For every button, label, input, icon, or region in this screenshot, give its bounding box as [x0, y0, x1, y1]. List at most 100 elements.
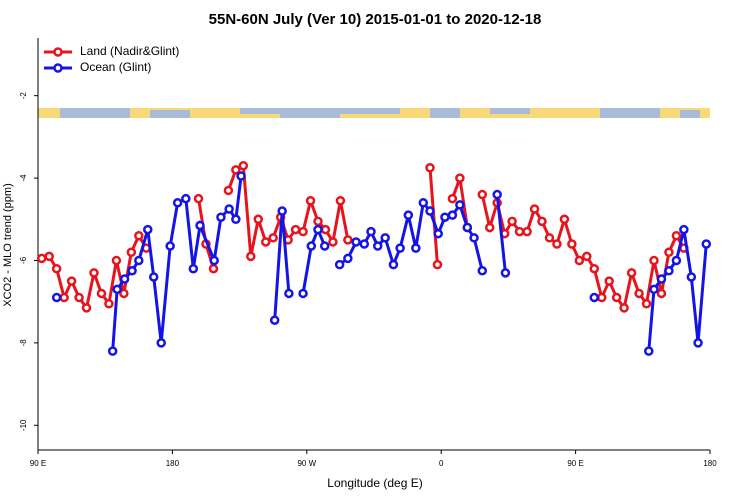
- point: [313, 224, 323, 235]
- point: [134, 231, 144, 241]
- legend-marker: [53, 47, 63, 57]
- point: [567, 239, 577, 249]
- y-tick-label: -2: [19, 92, 28, 100]
- point: [664, 266, 674, 276]
- point: [319, 241, 330, 251]
- point: [634, 288, 644, 299]
- point: [372, 241, 383, 251]
- point: [36, 253, 47, 264]
- point: [246, 251, 256, 262]
- point: [260, 237, 271, 247]
- point: [104, 298, 114, 309]
- point: [514, 226, 525, 237]
- point: [656, 288, 667, 299]
- point: [343, 235, 353, 245]
- point: [589, 292, 600, 303]
- series-line: [301, 225, 327, 294]
- point: [440, 212, 450, 222]
- point: [671, 231, 682, 241]
- point: [223, 185, 234, 196]
- chart-title: 55N-60N July (Ver 10) 2015-01-01 to 2020…: [209, 11, 542, 28]
- y-tick-label: -8: [19, 339, 28, 347]
- point: [447, 210, 458, 220]
- point: [298, 288, 308, 299]
- point: [148, 272, 159, 282]
- point: [380, 233, 390, 243]
- x-tick-label: 180: [703, 459, 717, 468]
- point: [236, 171, 246, 181]
- point: [107, 346, 118, 356]
- point: [596, 292, 607, 303]
- point: [411, 243, 421, 253]
- point: [656, 274, 667, 284]
- point: [328, 237, 338, 247]
- point: [447, 193, 458, 204]
- point: [529, 204, 540, 214]
- point: [188, 263, 199, 274]
- point: [238, 160, 249, 171]
- point: [51, 263, 62, 274]
- point: [626, 268, 637, 278]
- point: [552, 239, 562, 249]
- point: [334, 259, 345, 270]
- point: [537, 216, 547, 227]
- legend-marker: [53, 63, 63, 73]
- x-tick-label: 90 E: [567, 459, 583, 468]
- point: [418, 198, 429, 208]
- point: [477, 266, 488, 276]
- point: [477, 189, 488, 200]
- point: [582, 251, 592, 262]
- point: [641, 298, 652, 309]
- point: [66, 276, 77, 286]
- point: [208, 263, 219, 274]
- point: [81, 303, 92, 313]
- point: [231, 165, 241, 175]
- point: [492, 189, 502, 200]
- point: [51, 292, 62, 303]
- point: [96, 288, 107, 299]
- point: [165, 241, 175, 251]
- point: [604, 276, 614, 286]
- point: [268, 233, 278, 243]
- point: [574, 255, 585, 266]
- x-tick-label: 90 E: [30, 459, 46, 468]
- point: [119, 288, 129, 299]
- point: [335, 195, 346, 206]
- point: [143, 224, 153, 235]
- point: [589, 263, 600, 274]
- point: [119, 274, 130, 284]
- point: [156, 338, 166, 348]
- point: [59, 292, 69, 303]
- x-tick-label: 180: [166, 459, 180, 468]
- point: [686, 272, 697, 282]
- point: [425, 206, 435, 216]
- point: [224, 204, 234, 214]
- y-axis-label: XCO2 - MLO trend (ppm): [2, 183, 14, 306]
- point: [44, 251, 54, 262]
- point: [425, 163, 435, 173]
- series-line: [495, 194, 507, 273]
- point: [111, 255, 122, 266]
- point: [277, 206, 287, 216]
- y-tick-label: -4: [19, 174, 28, 182]
- x-axis-label: Longitude (deg E): [327, 476, 422, 490]
- point: [507, 216, 517, 227]
- point: [195, 220, 205, 231]
- point: [351, 237, 361, 247]
- legend-label: Land (Nadir&Glint): [80, 44, 179, 58]
- point: [433, 228, 443, 239]
- point: [269, 315, 280, 325]
- point: [455, 173, 465, 183]
- point: [284, 288, 294, 299]
- point: [366, 226, 376, 237]
- point: [134, 255, 144, 266]
- point: [359, 239, 370, 249]
- point: [664, 247, 674, 257]
- point: [172, 198, 183, 208]
- x-tick-label: 0: [439, 459, 444, 468]
- y-tick-label: -6: [19, 256, 28, 264]
- point: [403, 210, 414, 220]
- point: [649, 255, 659, 266]
- point: [693, 338, 703, 348]
